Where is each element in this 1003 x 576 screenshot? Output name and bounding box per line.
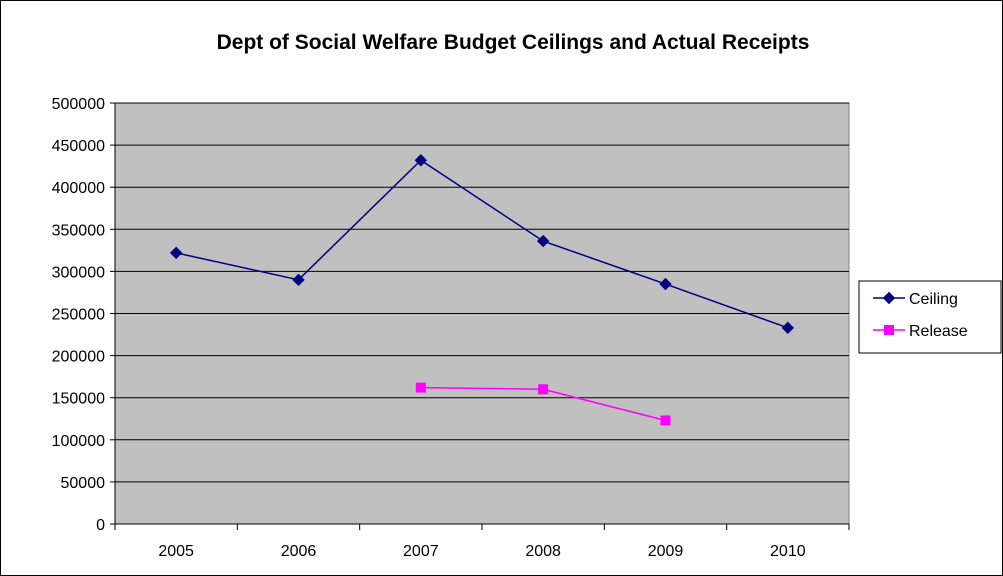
y-tick-label: 350000 <box>52 222 105 239</box>
y-tick-label: 250000 <box>52 307 105 324</box>
y-tick-label: 100000 <box>52 433 105 450</box>
legend: Ceiling Release <box>858 280 1002 354</box>
ceiling-data-point <box>292 273 305 287</box>
y-tick-label: 300000 <box>52 264 105 281</box>
legend-marker-ceiling <box>882 291 896 305</box>
chart-title: Dept of Social Welfare Budget Ceilings a… <box>217 31 810 54</box>
x-tick-label: 2010 <box>770 543 806 560</box>
legend-marker-release <box>884 325 894 335</box>
y-tick-labels: 0 50000 100000 150000 200000 250000 300000 3500… <box>52 96 105 534</box>
ceiling-series <box>169 154 795 335</box>
y-tick-label: 500000 <box>52 96 105 113</box>
ceiling-data-point <box>659 277 672 291</box>
x-tick-label: 2005 <box>158 543 194 560</box>
series-group <box>169 154 795 426</box>
x-tick-label: 2006 <box>281 543 317 560</box>
release-data-point <box>660 415 671 426</box>
x-tick-label: 2008 <box>525 543 561 560</box>
x-tick-labels: 2005 2006 2007 2008 2009 2010 <box>158 543 805 560</box>
ceiling-data-point <box>414 154 428 167</box>
x-tick-label: 2009 <box>648 543 684 560</box>
y-tick-label: 50000 <box>61 475 106 492</box>
y-tick-label: 400000 <box>52 180 105 197</box>
y-tick-label: 150000 <box>52 391 105 408</box>
ceiling-series-line <box>176 159 789 329</box>
y-tick-label: 200000 <box>52 349 105 366</box>
release-data-point <box>538 384 549 395</box>
gridlines <box>115 102 849 483</box>
x-tick-label: 2007 <box>403 543 439 560</box>
y-tick-label: 0 <box>96 517 105 534</box>
release-data-point <box>415 382 426 393</box>
ceiling-data-point <box>781 321 795 335</box>
y-tick-label: 450000 <box>52 138 105 155</box>
legend-box <box>858 280 1002 354</box>
ceiling-data-point <box>169 246 183 260</box>
ceiling-data-point <box>536 234 550 248</box>
release-series <box>415 382 671 426</box>
legend-label-release: Release <box>909 323 968 340</box>
axes <box>110 102 850 530</box>
legend-label-ceiling: Ceiling <box>909 291 958 308</box>
